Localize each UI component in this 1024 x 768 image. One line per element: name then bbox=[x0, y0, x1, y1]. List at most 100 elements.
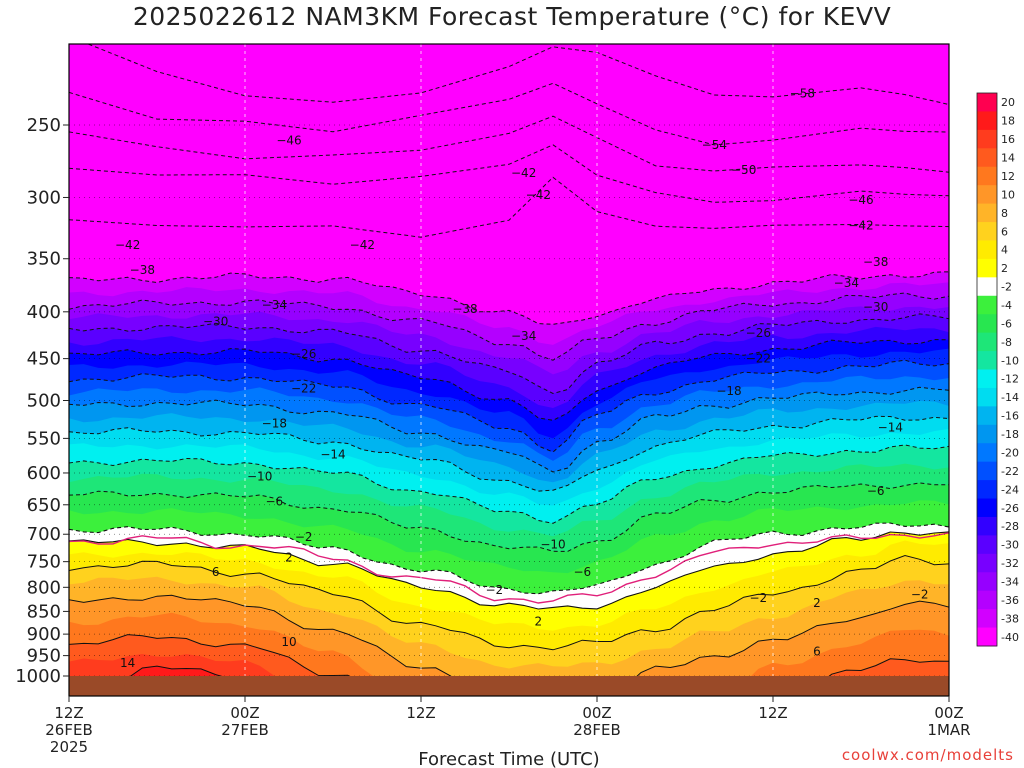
y-tick-label: 350 bbox=[27, 249, 61, 270]
colorbar-label: -14 bbox=[1001, 391, 1019, 404]
colorbar-label: 10 bbox=[1001, 188, 1015, 201]
contour-line bbox=[69, 444, 949, 524]
contour-label: −46 bbox=[276, 134, 301, 148]
colorbar-swatch bbox=[977, 443, 997, 463]
plot-frame bbox=[68, 43, 950, 697]
colorbar-border bbox=[976, 92, 998, 647]
y-tick-label: 700 bbox=[27, 524, 61, 545]
y-tick-label: 650 bbox=[27, 495, 61, 516]
contour-label: −46 bbox=[848, 193, 873, 207]
colorbar-label: 16 bbox=[1001, 133, 1015, 146]
contour-label: 6 bbox=[813, 644, 821, 658]
contour-label: −22 bbox=[746, 352, 771, 366]
y-tick-label: 500 bbox=[27, 391, 61, 412]
y-tick-label: 850 bbox=[27, 601, 61, 622]
contour-line bbox=[69, 313, 949, 395]
colorbar-legend: 20 18 16 14 12 10 8 6 4 2 -2 -4 -6 -8 -10 -12 -14 -16 -18 -… bbox=[976, 92, 1019, 647]
y-tick-label: 1000 bbox=[15, 666, 61, 687]
contour-label: −14 bbox=[878, 420, 903, 434]
colorbar-label: -32 bbox=[1001, 557, 1019, 570]
contour-line bbox=[69, 554, 949, 651]
colorbar-swatch bbox=[977, 627, 997, 647]
contour-line bbox=[69, 339, 949, 421]
contour-label: −22 bbox=[291, 381, 316, 395]
colorbar-label: 20 bbox=[1001, 96, 1015, 109]
contour-label: 2 bbox=[813, 596, 821, 610]
colorbar-swatch bbox=[977, 185, 997, 205]
colorbar-label: 12 bbox=[1001, 170, 1015, 183]
plot-border bbox=[68, 43, 950, 697]
colorbar-swatch bbox=[977, 277, 997, 297]
contour-label: −42 bbox=[526, 188, 551, 202]
contour-label: −2 bbox=[485, 583, 503, 597]
colorbar-swatch bbox=[977, 332, 997, 352]
colorbar-swatch bbox=[977, 148, 997, 168]
contour-line bbox=[69, 386, 949, 473]
colorbar-label: 8 bbox=[1001, 207, 1008, 220]
contour-label: −2 bbox=[295, 530, 313, 544]
contour-label: −34 bbox=[834, 276, 859, 290]
colorbar-label: -28 bbox=[1001, 520, 1019, 533]
colorbar-swatch bbox=[977, 516, 997, 536]
colorbar-swatch bbox=[977, 461, 997, 481]
colorbar-label: -26 bbox=[1001, 502, 1019, 515]
colorbar-swatch bbox=[977, 111, 997, 131]
ground-strip bbox=[69, 676, 949, 696]
contour-label: −2 bbox=[749, 591, 767, 605]
x-tick-label: 12Z bbox=[54, 704, 83, 722]
contour-line bbox=[69, 359, 949, 453]
colorbar-swatch bbox=[977, 572, 997, 592]
y-tick-label: 900 bbox=[27, 624, 61, 645]
colorbar-swatch bbox=[977, 240, 997, 260]
colorbar-swatch bbox=[977, 222, 997, 241]
contour-label: −10 bbox=[247, 469, 272, 483]
contour-line bbox=[86, 44, 949, 105]
contour-label: −38 bbox=[863, 255, 888, 269]
colorbar-swatch bbox=[977, 424, 997, 444]
contour-label: −6 bbox=[573, 565, 591, 579]
contour-line bbox=[69, 415, 949, 492]
colorbar-swatch bbox=[977, 166, 997, 186]
contour-line bbox=[69, 271, 949, 325]
contour-line bbox=[85, 665, 913, 696]
colorbar-swatch bbox=[977, 351, 997, 370]
colorbar-swatch bbox=[977, 314, 997, 334]
colorbar-swatch bbox=[977, 609, 997, 629]
colorbar-swatch bbox=[977, 553, 997, 573]
temperature-bands bbox=[69, 44, 949, 696]
contour-label: −10 bbox=[540, 537, 565, 551]
contour-label: −30 bbox=[863, 300, 888, 314]
contour-line bbox=[69, 522, 949, 595]
contour-label: −26 bbox=[746, 326, 771, 340]
contour-label: −18 bbox=[716, 384, 741, 398]
colorbar-label: 14 bbox=[1001, 152, 1015, 165]
contour-label: −50 bbox=[731, 163, 756, 177]
y-tick-label: 800 bbox=[27, 577, 61, 598]
contour-line bbox=[69, 594, 949, 696]
x-tick-label: 27FEB bbox=[221, 721, 268, 739]
x-tick-label: 00Z bbox=[934, 704, 963, 722]
colorbar-swatch bbox=[977, 498, 997, 518]
freezing-line bbox=[69, 532, 949, 604]
colorbar-label: -8 bbox=[1001, 336, 1012, 349]
colorbar-label: -38 bbox=[1001, 612, 1019, 625]
contour-line bbox=[69, 292, 949, 361]
colorbar-swatch bbox=[977, 387, 997, 407]
colorbar-swatch bbox=[977, 369, 997, 389]
colorbar-swatch bbox=[977, 535, 997, 555]
y-tick-label: 250 bbox=[27, 115, 61, 136]
chart-title: 2025022612 NAM3KM Forecast Temperature (… bbox=[132, 2, 892, 31]
y-tick-label: 600 bbox=[27, 463, 61, 484]
contour-line bbox=[69, 482, 949, 552]
contour-labels: −2 −2 −2 −2 −6 −6 −6 −10 −10 −14 −14 −18 −18 −22 −22 −2… bbox=[115, 87, 929, 670]
colorbar-label: -22 bbox=[1001, 465, 1019, 478]
y-tick-label: 400 bbox=[27, 302, 61, 323]
colorbar-label: -6 bbox=[1001, 317, 1012, 330]
contour-line bbox=[69, 176, 949, 238]
colorbar-label: 6 bbox=[1001, 225, 1008, 238]
colorbar-swatch bbox=[977, 93, 997, 112]
colorbar-swatch bbox=[977, 480, 997, 500]
contour-label: 14 bbox=[120, 656, 135, 670]
colorbar-label: -2 bbox=[1001, 281, 1012, 294]
